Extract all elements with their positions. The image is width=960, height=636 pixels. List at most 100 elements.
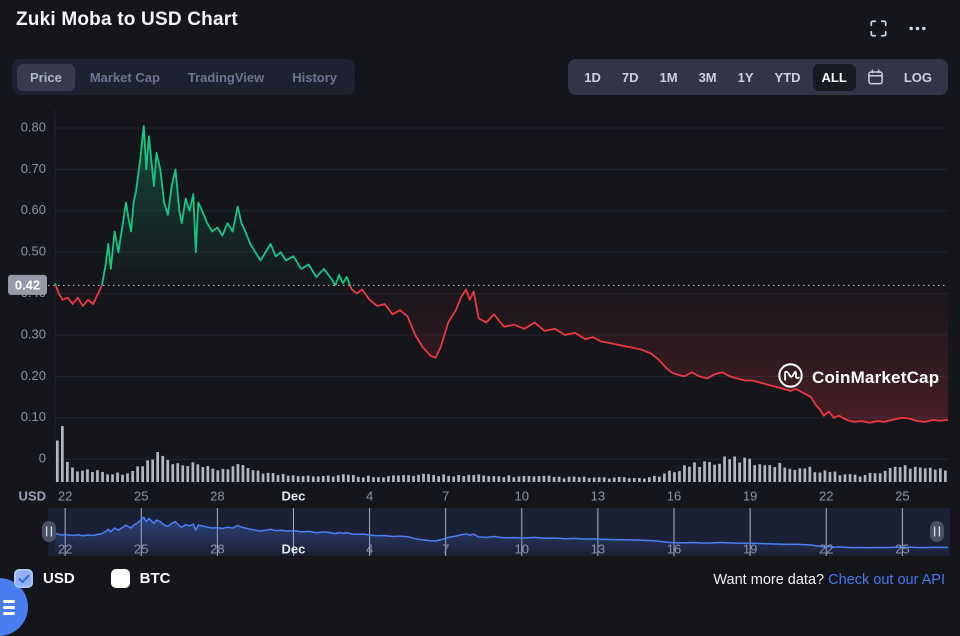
volume-bar <box>116 472 119 482</box>
range-all[interactable]: ALL <box>812 63 856 91</box>
fullscreen-icon[interactable] <box>870 20 887 37</box>
volume-bar <box>713 464 716 482</box>
volume-bar <box>377 477 380 482</box>
volume-bar <box>171 464 175 482</box>
volume-bar <box>913 466 917 482</box>
volume-bar <box>56 440 59 482</box>
volume-bar <box>532 476 536 482</box>
volume-bar <box>246 468 250 482</box>
x-axis-label: 7 <box>442 488 449 503</box>
volume-bar <box>161 455 165 482</box>
price-line-green <box>54 125 352 286</box>
volume-bar <box>557 476 561 482</box>
volume-bar <box>256 470 260 482</box>
tab-market-cap[interactable]: Market Cap <box>89 69 160 85</box>
volume-bar <box>221 468 225 482</box>
volume-bar <box>527 476 531 482</box>
volume-bar <box>678 471 681 482</box>
volume-bar <box>638 478 641 482</box>
volume-bar <box>743 457 746 482</box>
volume-bar <box>878 473 882 482</box>
volume-bar <box>266 472 270 482</box>
brush-label: 16 <box>667 541 681 556</box>
volume-bar <box>507 475 511 482</box>
y-axis-label: 0.30 <box>21 326 46 341</box>
price-chart-module: Zuki Moba to USD Chart Price Market Cap … <box>0 9 960 636</box>
volume-bar <box>326 475 330 482</box>
range-3m[interactable]: 3M <box>698 69 717 85</box>
volume-bar <box>186 466 190 482</box>
volume-bar <box>868 472 872 482</box>
volume-bar <box>482 475 486 482</box>
range-1m[interactable]: 1M <box>659 69 678 85</box>
volume-bar <box>387 476 390 482</box>
log-scale-button[interactable]: LOG <box>903 69 932 85</box>
calendar-icon[interactable] <box>859 65 892 90</box>
volume-bar <box>728 459 731 482</box>
volume-bar <box>362 477 365 482</box>
volume-bar <box>91 472 94 482</box>
volume-bar <box>753 465 756 482</box>
range-ytd[interactable]: YTD <box>774 69 801 85</box>
range-1y[interactable]: 1Y <box>737 69 754 85</box>
volume-bar <box>367 475 370 482</box>
tab-tradingview[interactable]: TradingView <box>187 69 265 85</box>
price-chart-canvas[interactable]: 0.800.700.600.500.400.300.200.1000.42222… <box>0 100 960 560</box>
price-line-red <box>54 285 949 424</box>
usd-toggle-label: USD <box>43 570 75 587</box>
brush-label: 22 <box>819 541 833 556</box>
volume-bar <box>552 476 556 482</box>
volume-bar <box>231 466 235 482</box>
volume-bar <box>336 475 340 482</box>
usd-toggle[interactable]: USD <box>14 569 75 588</box>
volume-bar <box>923 468 927 482</box>
volume-bar <box>166 459 170 482</box>
volume-bar <box>602 477 606 482</box>
volume-bar <box>206 466 210 482</box>
volume-bar <box>843 474 847 482</box>
btc-toggle[interactable]: BTC <box>110 569 171 588</box>
volume-bar <box>296 476 300 482</box>
more-options-icon[interactable] <box>908 20 927 37</box>
volume-bar <box>181 465 185 482</box>
y-axis-label: 0.20 <box>21 368 46 383</box>
volume-bar <box>718 463 721 482</box>
volume-bar <box>156 452 159 482</box>
range-1d[interactable]: 1D <box>584 69 601 85</box>
volume-bar <box>101 472 104 482</box>
volume-bar <box>126 473 129 482</box>
usd-checkbox-checked-icon[interactable] <box>14 569 33 588</box>
volume-bar <box>111 474 114 482</box>
volume-bar <box>908 468 912 482</box>
page-title: Zuki Moba to USD Chart <box>16 9 238 30</box>
volume-bar <box>542 475 546 482</box>
volume-bar <box>582 476 586 482</box>
volume-bar <box>216 470 220 482</box>
api-link[interactable]: Check out our API <box>828 572 945 588</box>
tab-history[interactable]: History <box>292 69 338 85</box>
y-axis-label: 0.70 <box>21 161 46 176</box>
volume-bar <box>607 478 611 482</box>
tab-price[interactable]: Price <box>17 63 75 91</box>
volume-bar <box>708 462 711 482</box>
volume-bar <box>658 476 661 482</box>
volume-bar <box>808 466 812 482</box>
volume-bar <box>592 477 596 482</box>
volume-bar <box>276 475 280 482</box>
volume-bar <box>688 466 691 482</box>
volume-bar <box>457 475 460 482</box>
volume-bar <box>176 463 180 482</box>
btc-checkbox-unchecked-icon[interactable] <box>110 569 130 588</box>
volume-bar <box>768 465 772 482</box>
volume-bar <box>673 472 676 482</box>
volume-bar <box>472 475 476 482</box>
brush-handle-left[interactable] <box>42 521 56 542</box>
volume-bar <box>547 475 551 482</box>
range-7d[interactable]: 7D <box>621 69 639 85</box>
volume-bar <box>286 475 290 482</box>
brush-handle-right[interactable] <box>930 521 944 542</box>
brush-label: 28 <box>210 541 224 556</box>
brush-line <box>54 516 948 549</box>
volume-bar <box>136 466 139 482</box>
brush-label: Dec <box>282 541 306 556</box>
